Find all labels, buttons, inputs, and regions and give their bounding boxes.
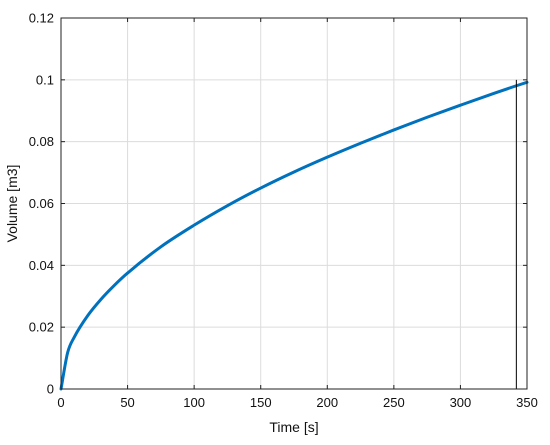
y-tick-label: 0 [47, 382, 54, 397]
x-tick-label: 250 [383, 395, 405, 410]
x-tick-label: 300 [450, 395, 472, 410]
x-tick-label: 0 [57, 395, 64, 410]
tick-layer: 0 50 100 150 200 250 300 350 0 0.02 0.04 0.06 0.08 0.… [29, 11, 538, 411]
series-layer [59, 80, 529, 391]
x-tick-label: 200 [316, 395, 338, 410]
y-tick-label: 0.12 [29, 11, 54, 26]
x-axis-label: Time [s] [269, 419, 318, 435]
x-tick-label: 350 [516, 395, 538, 410]
y-tick-label: 0.1 [36, 72, 54, 87]
y-axis-label: Volume [m3] [4, 165, 20, 243]
y-tick-label: 0.04 [29, 258, 54, 273]
y-tick-label: 0.06 [29, 196, 54, 211]
series-line-0 [59, 80, 529, 391]
x-tick-label: 100 [183, 395, 205, 410]
x-tick-label: 150 [250, 395, 272, 410]
x-tick-label: 50 [120, 395, 134, 410]
y-tick-label: 0.08 [29, 134, 54, 149]
y-tick-label: 0.02 [29, 320, 54, 335]
grid [60, 17, 528, 390]
